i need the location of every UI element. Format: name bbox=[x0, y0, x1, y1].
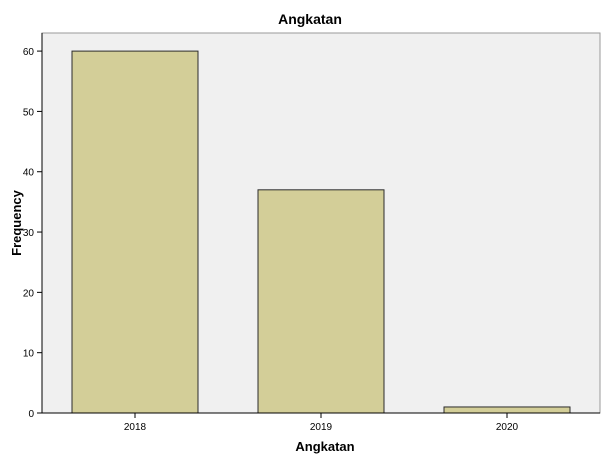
x-tick-label-2018: 2018 bbox=[124, 422, 147, 433]
y-tick-label: 20 bbox=[23, 288, 35, 299]
x-axis-label: Angkatan bbox=[295, 439, 354, 454]
bar-2020 bbox=[443, 406, 571, 414]
x-axis-ticks: 2018 2019 2020 bbox=[124, 413, 519, 433]
y-tick-label: 10 bbox=[23, 349, 35, 360]
bars bbox=[71, 50, 571, 414]
y-tick-label: 40 bbox=[23, 168, 35, 179]
y-tick-label: 30 bbox=[23, 228, 35, 239]
y-axis-ticks: 0 10 20 30 40 50 60 bbox=[23, 47, 42, 420]
y-tick-label: 0 bbox=[28, 409, 34, 420]
y-tick-label: 60 bbox=[23, 47, 35, 58]
x-tick-label-2020: 2020 bbox=[496, 422, 519, 433]
x-tick-label-2019: 2019 bbox=[310, 422, 333, 433]
y-axis-label: Frequency bbox=[9, 189, 24, 256]
bar-2019 bbox=[257, 189, 385, 414]
bar-2018 bbox=[71, 50, 199, 414]
chart-title: Angkatan bbox=[278, 11, 342, 27]
y-tick-label: 50 bbox=[23, 107, 35, 118]
